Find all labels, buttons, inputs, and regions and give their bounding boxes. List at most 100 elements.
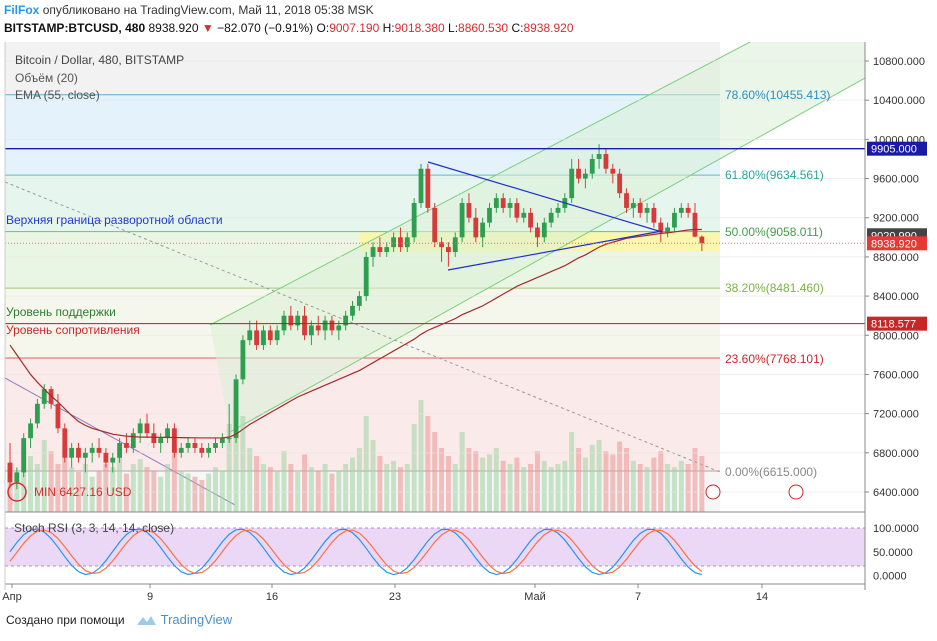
volume-bar [185, 473, 191, 512]
volume-bar [110, 467, 116, 512]
resistance-price-tag: 8118.577 [867, 316, 927, 331]
close-label: C: [511, 21, 524, 35]
candle-body [418, 168, 424, 204]
volume-bar [500, 460, 506, 512]
volume-bar [432, 432, 438, 512]
blue-line-tag-box [867, 141, 927, 156]
upper-reversal-label: Верхняя граница разворотной области [6, 213, 223, 227]
volume-bar [452, 464, 458, 512]
volume-bar [678, 460, 684, 512]
volume-bar [213, 467, 218, 512]
time-tick-label: Апр [2, 591, 21, 603]
candle-body [343, 315, 349, 326]
candle-body [7, 462, 13, 483]
volume-bar [391, 460, 397, 512]
candle-body [69, 447, 75, 458]
volume-legend: Объём (20) [15, 71, 78, 85]
tradingview-logo[interactable]: TradingView [135, 612, 232, 627]
volume-bar [7, 464, 13, 512]
candle-body [617, 173, 623, 194]
fib-band [5, 42, 720, 95]
volume-bar [541, 460, 547, 512]
fib-382-label: 38.20%(8481.460) [725, 281, 824, 295]
candle-body [41, 389, 47, 404]
candle-body [151, 433, 157, 444]
time-tick-label: 7 [635, 591, 641, 603]
volume-bar [34, 464, 40, 512]
brand-name[interactable]: FilFox [4, 3, 40, 17]
volume-bar [514, 457, 520, 512]
candle-body [699, 236, 705, 244]
fib-000-label: 0.00%(6615.000) [725, 465, 818, 479]
candle-body [247, 330, 253, 341]
volume-bar [233, 400, 239, 512]
candle-body [630, 203, 636, 208]
last-price-tag-box [867, 236, 927, 251]
candle-body [309, 325, 314, 336]
volume-bar [692, 448, 698, 512]
candle-body [350, 305, 355, 316]
min-label: MIN 6427.16 USD [34, 485, 132, 499]
volume-bar [384, 464, 390, 512]
candle-body [336, 325, 342, 331]
candle-body [82, 452, 88, 458]
volume-bar [144, 467, 150, 512]
fib-236-label: 23.60%(7768.101) [725, 352, 824, 366]
volume-bar [117, 456, 123, 512]
candle-body [528, 212, 533, 228]
candle-body [576, 168, 581, 179]
triangle-lower-line [447, 230, 663, 271]
candle-body [124, 443, 129, 448]
candle-body [226, 438, 232, 440]
volume-bar [370, 440, 376, 512]
volume-bar [302, 454, 308, 512]
stoch-tick-label: 0.0000 [873, 571, 907, 583]
candle-body [89, 447, 95, 453]
candle-body [651, 207, 657, 223]
volume-bar [192, 476, 198, 512]
candle-body [411, 203, 417, 238]
candle-body [541, 222, 547, 238]
volume-bar [665, 464, 671, 512]
resistance-price-tag-box [867, 316, 927, 331]
last-price-tag-text: 8938.920 [871, 238, 917, 250]
price-tick-label: 8000.000 [873, 330, 919, 342]
support-label: Уровень поддержки [6, 305, 116, 319]
candle-body [610, 168, 616, 174]
stoch-d-line [9, 529, 703, 575]
candle-body [21, 438, 27, 473]
candle-body [555, 207, 561, 213]
stoch-tick-label: 100.0000 [873, 523, 919, 535]
volume-bar [651, 457, 657, 512]
volume-bar [603, 451, 609, 512]
tradingview-cloud-icon [136, 615, 156, 625]
candle-body [281, 315, 287, 331]
candle-body [425, 168, 431, 208]
down-arrow-icon: ▼ [201, 21, 214, 35]
candle-body [233, 379, 239, 439]
candle-body [363, 256, 369, 297]
candle-body [254, 330, 259, 346]
volume-bar [343, 464, 349, 512]
volume-bar [363, 416, 369, 512]
candle-body [356, 296, 362, 306]
candle-body [624, 193, 629, 208]
volume-bar [671, 467, 677, 512]
candle-body [185, 443, 191, 448]
price-tick-label: 9600.000 [873, 174, 919, 186]
volume-bar [507, 464, 513, 512]
candle-body [267, 330, 273, 341]
volume-bar [329, 473, 335, 512]
candle-body [665, 227, 670, 233]
candle-body [14, 472, 20, 483]
volume-bar [576, 448, 582, 512]
volume-bar [466, 448, 472, 512]
volume-bar [199, 480, 205, 512]
price-tick-label: 8800.000 [873, 252, 919, 264]
volume-bar [219, 470, 225, 512]
price-tick-label: 9200.000 [873, 213, 919, 225]
created-with-text: Создано при помощи [6, 612, 125, 627]
volume-bar [699, 456, 705, 512]
candle-body [446, 247, 451, 253]
